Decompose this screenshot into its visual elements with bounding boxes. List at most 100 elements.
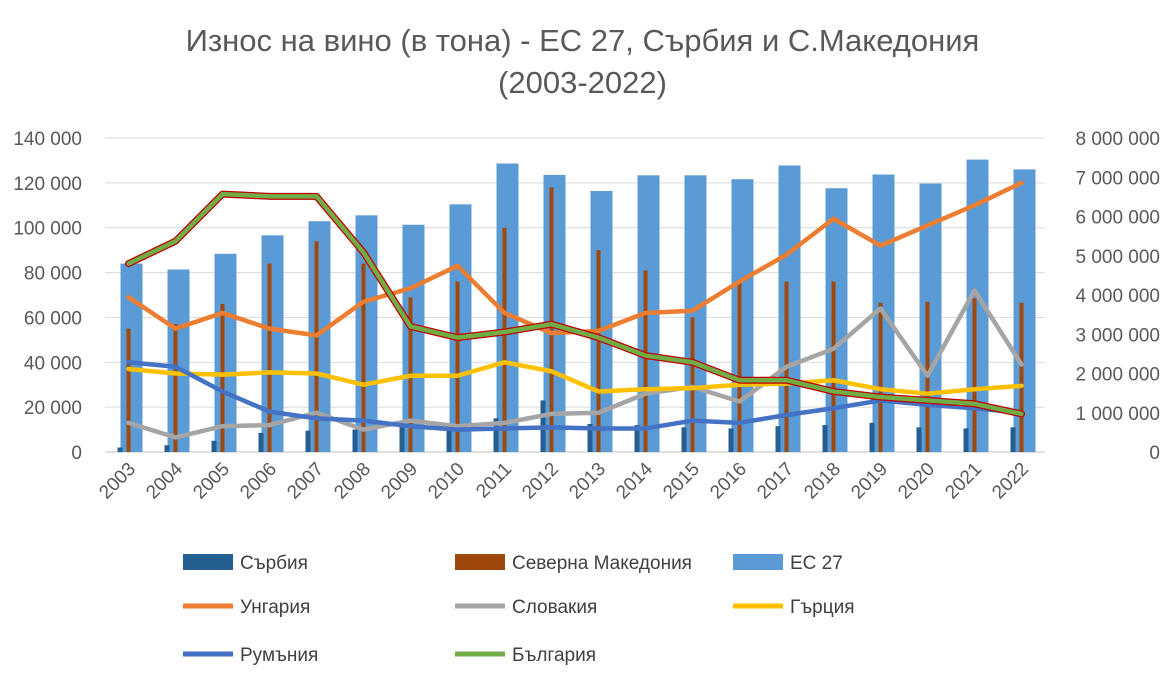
line-slovakia xyxy=(126,288,1024,440)
bar-north-macedonia xyxy=(831,281,836,452)
x-axis-tick-label: 2011 xyxy=(472,459,516,503)
x-axis-tick-label: 2021 xyxy=(941,459,986,504)
bar-north-macedonia xyxy=(549,187,554,453)
x-axis-tick-label: 2017 xyxy=(753,459,798,504)
bar-north-macedonia xyxy=(267,263,272,452)
right-axis-tick-label: 6 000 000 xyxy=(1075,208,1160,229)
bar-serbia xyxy=(916,427,922,452)
bar-serbia xyxy=(446,429,452,452)
bar-north-macedonia xyxy=(596,250,601,452)
right-axis-ticks: 0 1 000 000 2 000 000 3 000 000 4 000 000 5 0… xyxy=(1075,129,1160,464)
x-axis-tick-label: 2008 xyxy=(330,459,375,504)
bar-serbia xyxy=(869,422,875,452)
legend-item: Унгария xyxy=(183,597,310,618)
bar-eu27 xyxy=(590,190,613,453)
bar-serbia xyxy=(493,418,499,452)
left-axis-tick-label: 120 000 xyxy=(13,174,82,195)
bar-eu27 xyxy=(449,204,472,452)
legend-label: Сърбия xyxy=(240,553,308,574)
right-axis-tick-label: 0 xyxy=(1149,443,1160,464)
bar-north-macedonia xyxy=(737,281,742,452)
bar-eu27 xyxy=(261,235,284,452)
legend-swatch xyxy=(455,554,505,570)
bar-north-macedonia xyxy=(361,263,366,452)
legend: Сърбия Северна Македония ЕС 27 Унгария Слова… xyxy=(183,553,855,666)
right-axis-tick-label: 8 000 000 xyxy=(1075,129,1160,150)
legend-label: ЕС 27 xyxy=(790,553,843,574)
legend-item: ЕС 27 xyxy=(733,553,843,574)
lines xyxy=(125,180,1025,440)
bar-eu27 xyxy=(1013,169,1036,452)
bar-north-macedonia xyxy=(502,227,507,452)
bar-eu27 xyxy=(684,175,707,452)
x-axis-tick-label: 2006 xyxy=(236,459,281,504)
x-axis-tick-label: 2015 xyxy=(659,459,704,504)
bar-serbia xyxy=(258,432,264,452)
x-axis-tick-label: 2014 xyxy=(612,458,657,503)
legend-swatch xyxy=(183,554,233,570)
x-axis-ticks: 2003 2004 2005 2006 2007 2008 2009 2010 2011 2012… xyxy=(95,458,1033,503)
left-axis-tick-label: 20 000 xyxy=(24,398,82,419)
x-axis-tick-label: 2016 xyxy=(706,459,751,504)
right-axis-tick-label: 5 000 000 xyxy=(1075,247,1160,268)
bar-eu27 xyxy=(778,165,801,452)
x-axis-tick-label: 2022 xyxy=(988,459,1033,504)
legend-item: България xyxy=(455,645,596,666)
bar-eu27 xyxy=(308,221,331,452)
right-axis-tick-label: 1 000 000 xyxy=(1075,404,1160,425)
x-axis-tick-label: 2005 xyxy=(189,459,234,504)
legend-label: Словакия xyxy=(512,597,597,618)
left-axis-tick-label: 40 000 xyxy=(24,353,82,374)
bar-north-macedonia xyxy=(455,281,460,452)
x-axis-tick-label: 2013 xyxy=(565,459,610,504)
line-romania xyxy=(126,360,1024,432)
bar-serbia xyxy=(728,428,734,452)
bar-eu27 xyxy=(214,253,237,452)
bar-serbia xyxy=(352,429,358,452)
bar-north-macedonia xyxy=(1019,302,1024,452)
bar-serbia xyxy=(587,423,593,452)
legend-item: Гърция xyxy=(733,597,855,618)
bars xyxy=(117,159,1036,453)
bar-serbia xyxy=(399,425,405,452)
bar-serbia xyxy=(1010,427,1016,452)
x-axis-tick-label: 2009 xyxy=(377,459,422,504)
bar-eu27 xyxy=(402,224,425,452)
legend-label: Гърция xyxy=(790,597,855,618)
bar-serbia xyxy=(775,426,781,452)
bar-serbia xyxy=(305,430,311,452)
bar-north-macedonia xyxy=(314,241,319,452)
legend-item: Сърбия xyxy=(183,553,308,574)
bar-north-macedonia xyxy=(220,303,225,452)
bar-serbia xyxy=(117,447,123,452)
bar-eu27 xyxy=(731,179,754,452)
bar-north-macedonia xyxy=(972,298,977,452)
bar-eu27 xyxy=(825,188,848,453)
bar-north-macedonia xyxy=(643,270,648,452)
x-axis-tick-label: 2020 xyxy=(894,459,939,504)
bar-north-macedonia xyxy=(126,328,131,452)
legend-label: Унгария xyxy=(240,597,310,618)
bar-north-macedonia xyxy=(173,324,178,452)
bar-serbia xyxy=(211,440,217,452)
x-axis-tick-label: 2012 xyxy=(518,459,563,504)
bar-serbia xyxy=(963,428,969,452)
x-axis-tick-label: 2007 xyxy=(283,459,328,504)
legend-item: Словакия xyxy=(455,597,597,618)
left-axis-tick-label: 100 000 xyxy=(13,219,82,240)
chart-title-line1: Износ на вино (в тона) - ЕС 27, Сърбия и… xyxy=(185,23,980,58)
x-axis-tick-label: 2018 xyxy=(800,459,845,504)
legend-item: Северна Македония xyxy=(455,553,692,574)
line-greece xyxy=(126,360,1024,396)
bar-eu27 xyxy=(120,263,143,452)
right-axis-tick-label: 2 000 000 xyxy=(1075,365,1160,386)
bar-eu27 xyxy=(355,215,378,452)
x-axis-tick-label: 2003 xyxy=(95,459,140,504)
chart-title-line2: (2003-2022) xyxy=(498,65,667,100)
legend-label: България xyxy=(512,645,596,666)
bar-eu27 xyxy=(496,163,519,452)
bar-north-macedonia xyxy=(878,302,883,452)
x-axis-tick-label: 2004 xyxy=(142,458,187,503)
x-axis-tick-label: 2010 xyxy=(424,459,469,504)
